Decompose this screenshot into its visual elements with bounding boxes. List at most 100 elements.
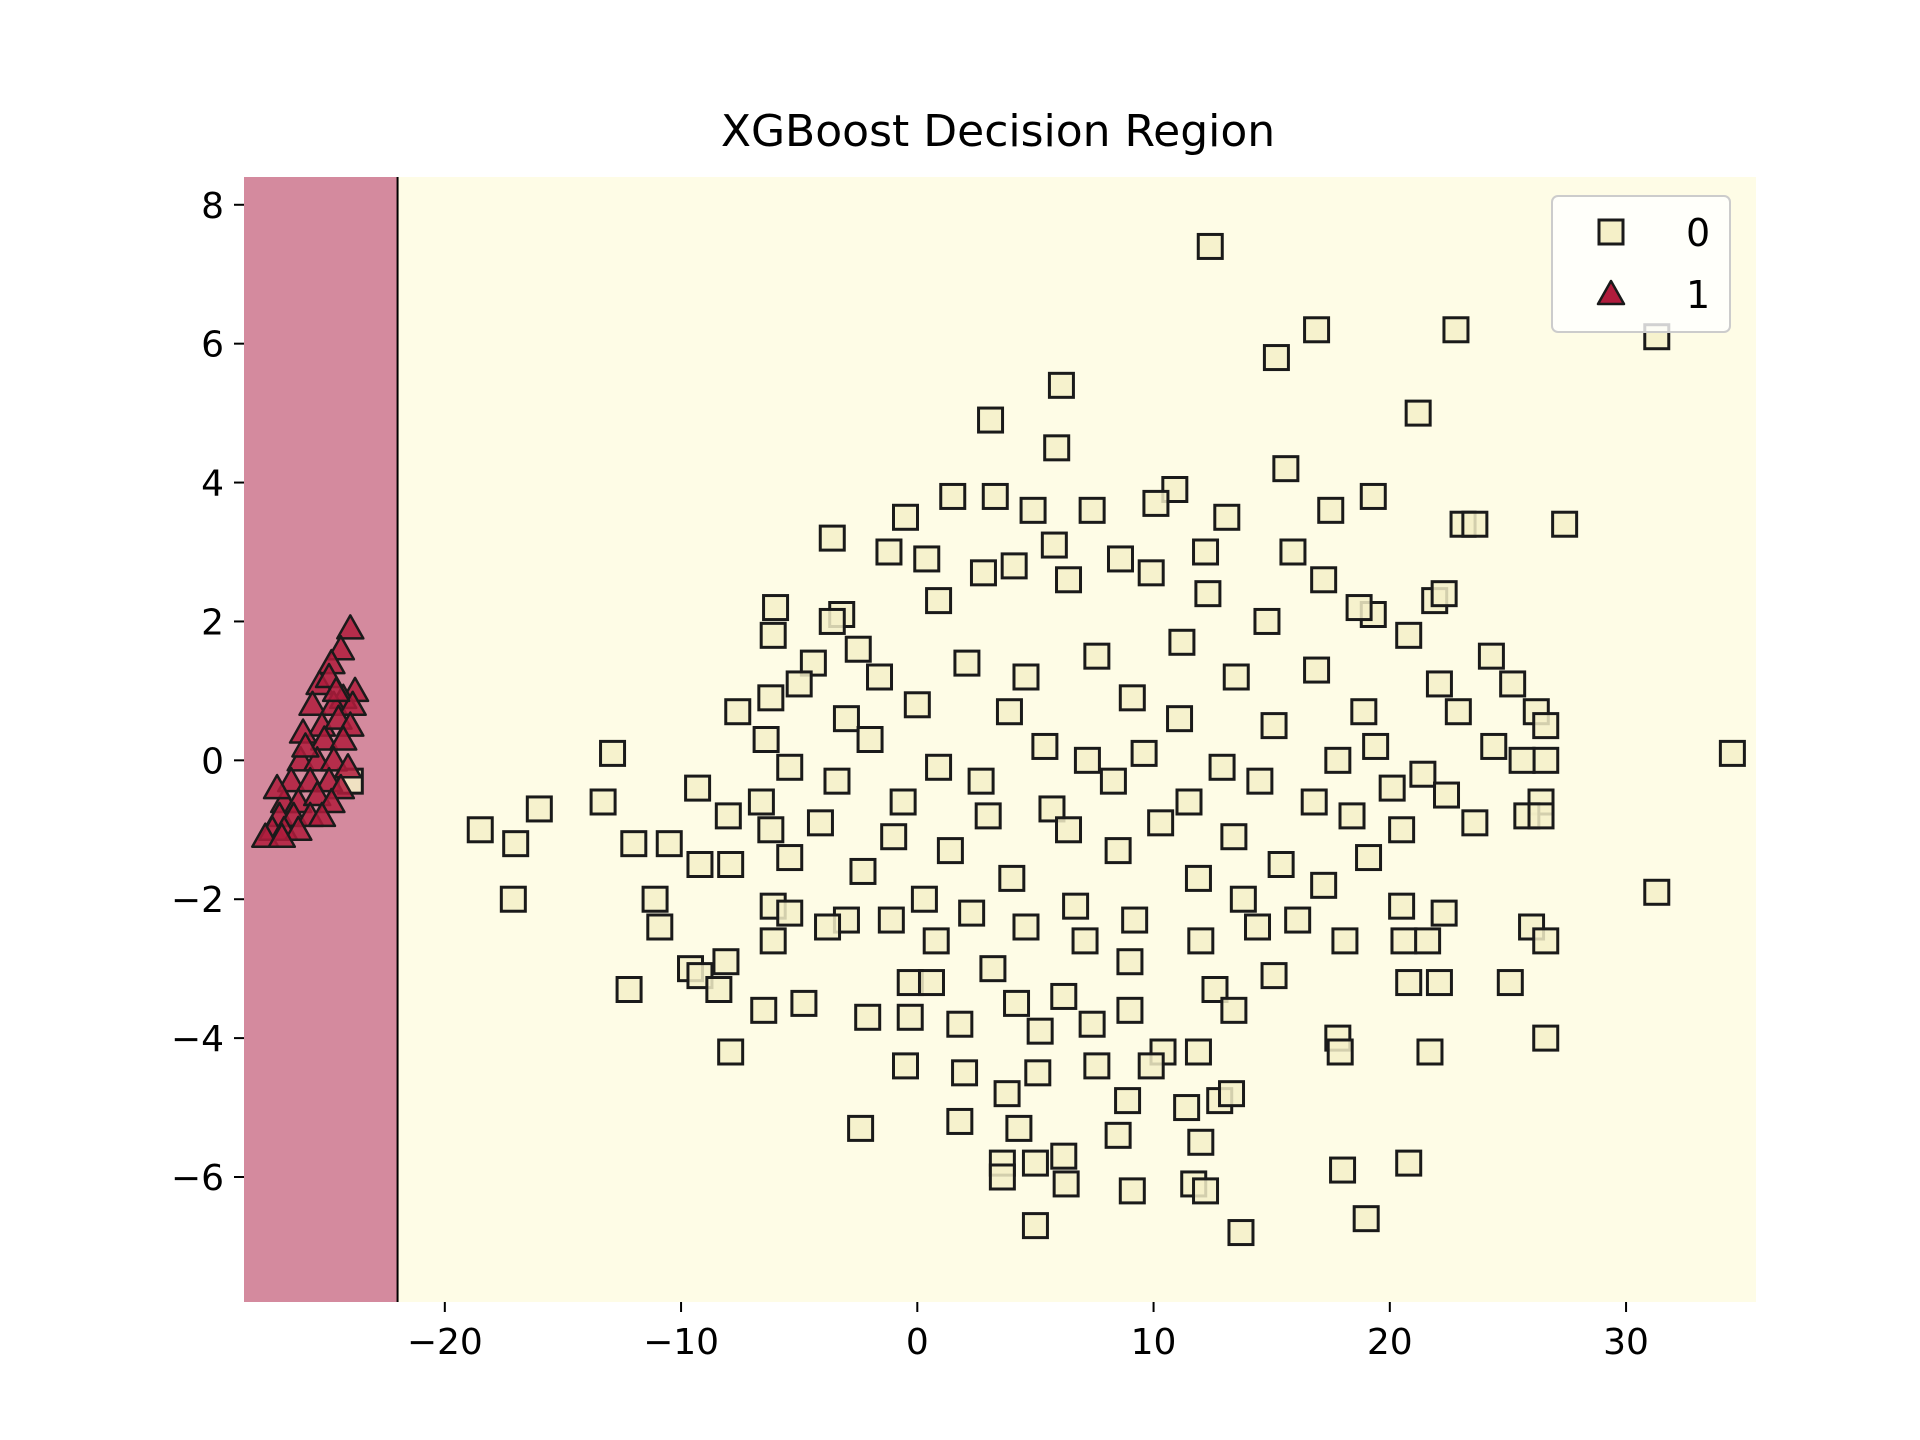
data-point-class-0	[1300, 788, 1328, 816]
data-point-class-0	[1532, 1024, 1560, 1052]
data-point-class-0	[1532, 746, 1560, 774]
data-point-class-0	[844, 635, 872, 663]
decision-region-class-0	[397, 177, 1756, 1302]
data-point-class-0	[502, 830, 530, 858]
data-point-class-0	[995, 698, 1023, 726]
data-point-class-0	[1192, 538, 1220, 566]
data-point-class-0	[776, 753, 804, 781]
data-point-class-0	[854, 1003, 882, 1031]
data-point-class-0	[988, 1163, 1016, 1191]
data-point-class-0	[939, 482, 967, 510]
legend-box	[1551, 195, 1731, 333]
data-point-class-0	[1444, 698, 1472, 726]
data-point-class-0	[1508, 746, 1536, 774]
data-point-class-0	[1532, 712, 1560, 740]
data-point-class-0	[1118, 1177, 1146, 1205]
chart-title: XGBoost Decision Region	[721, 106, 1275, 157]
data-point-class-0	[1187, 1128, 1215, 1156]
data-point-class-0	[953, 649, 981, 677]
data-point-class-0	[998, 864, 1026, 892]
data-point-class-0	[1227, 1219, 1255, 1247]
data-point-class-0	[1196, 232, 1224, 260]
data-point-class-0	[705, 976, 733, 1003]
data-point-class-0	[1208, 753, 1236, 781]
data-point-class-0	[977, 406, 1005, 434]
data-point-class-0	[1220, 996, 1248, 1024]
data-point-class-0	[1425, 969, 1453, 997]
legend-label: 1	[1686, 273, 1710, 317]
data-point-class-0	[1461, 809, 1489, 837]
data-point-class-0	[974, 802, 1002, 830]
data-point-class-0	[1310, 566, 1338, 594]
data-point-class-0	[750, 996, 778, 1024]
data-point-class-0	[1222, 663, 1250, 691]
data-point-class-0	[856, 726, 884, 753]
data-point-class-0	[993, 1080, 1021, 1108]
data-point-class-0	[1173, 1094, 1201, 1122]
data-point-class-0	[1246, 767, 1274, 795]
data-point-class-0	[724, 698, 752, 726]
data-point-class-0	[757, 816, 785, 844]
data-point-class-0	[832, 705, 860, 733]
data-point-class-0	[1430, 580, 1458, 608]
data-point-class-0	[1350, 698, 1378, 726]
y-tick-label: 4	[201, 464, 224, 505]
data-point-class-0	[958, 899, 986, 927]
data-point-class-0	[1430, 899, 1458, 927]
data-point-class-0	[1303, 656, 1331, 684]
data-point-class-0	[1130, 739, 1158, 767]
data-point-class-0	[1137, 1052, 1165, 1080]
data-point-class-1	[336, 614, 365, 640]
data-point-class-0	[1355, 844, 1383, 872]
x-tick-label: 30	[1603, 1322, 1649, 1363]
y-tick-label: 2	[201, 602, 224, 643]
data-point-class-0	[1643, 878, 1671, 906]
data-point-class-0	[1442, 316, 1470, 344]
data-point-class-0	[717, 851, 745, 878]
x-tick-label: 20	[1367, 1322, 1413, 1363]
data-point-class-0	[1284, 906, 1312, 934]
data-point-class-0	[1104, 837, 1132, 865]
data-point-class-0	[1168, 628, 1196, 656]
data-point-class-1	[307, 801, 337, 828]
data-point-class-0	[1083, 1052, 1111, 1080]
y-tick-label: 0	[201, 741, 224, 782]
data-point-class-0	[1175, 788, 1203, 816]
data-point-class-0	[936, 837, 964, 865]
data-point-class-0	[806, 809, 834, 837]
data-point-class-0	[1229, 885, 1257, 913]
data-point-class-1	[262, 773, 292, 800]
data-point-class-0	[1116, 948, 1144, 976]
data-point-class-0	[525, 795, 553, 823]
data-point-class-0	[1012, 913, 1040, 941]
data-point-class-0	[925, 753, 953, 781]
data-point-class-0	[655, 830, 683, 858]
data-point-class-0	[1043, 434, 1071, 462]
data-point-class-0	[1329, 1156, 1357, 1184]
data-point-class-0	[1026, 1017, 1054, 1045]
data-point-class-0	[967, 767, 995, 795]
data-point-class-0	[1527, 802, 1555, 830]
data-point-class-0	[1078, 496, 1106, 524]
data-point-class-0	[823, 767, 851, 795]
data-point-class-0	[1218, 1080, 1246, 1108]
data-point-class-0	[1416, 1038, 1444, 1066]
data-point-class-0	[1551, 510, 1579, 538]
data-point-class-0	[1388, 816, 1416, 844]
data-point-class-0	[1404, 399, 1432, 427]
data-point-class-1	[333, 753, 363, 779]
legend: 01	[1551, 195, 1731, 333]
data-point-class-0	[785, 670, 813, 698]
data-point-class-0	[684, 774, 712, 802]
data-point-class-0	[1279, 538, 1307, 566]
data-point-class-0	[1317, 496, 1345, 524]
data-point-class-0	[1012, 663, 1040, 691]
data-point-class-0	[1414, 927, 1442, 955]
data-point-class-0	[1267, 851, 1295, 878]
data-point-class-0	[1253, 607, 1281, 635]
data-point-class-0	[1047, 371, 1075, 399]
data-point-class-0	[913, 545, 941, 573]
data-point-class-0	[889, 788, 917, 816]
data-point-class-0	[1326, 1038, 1354, 1066]
